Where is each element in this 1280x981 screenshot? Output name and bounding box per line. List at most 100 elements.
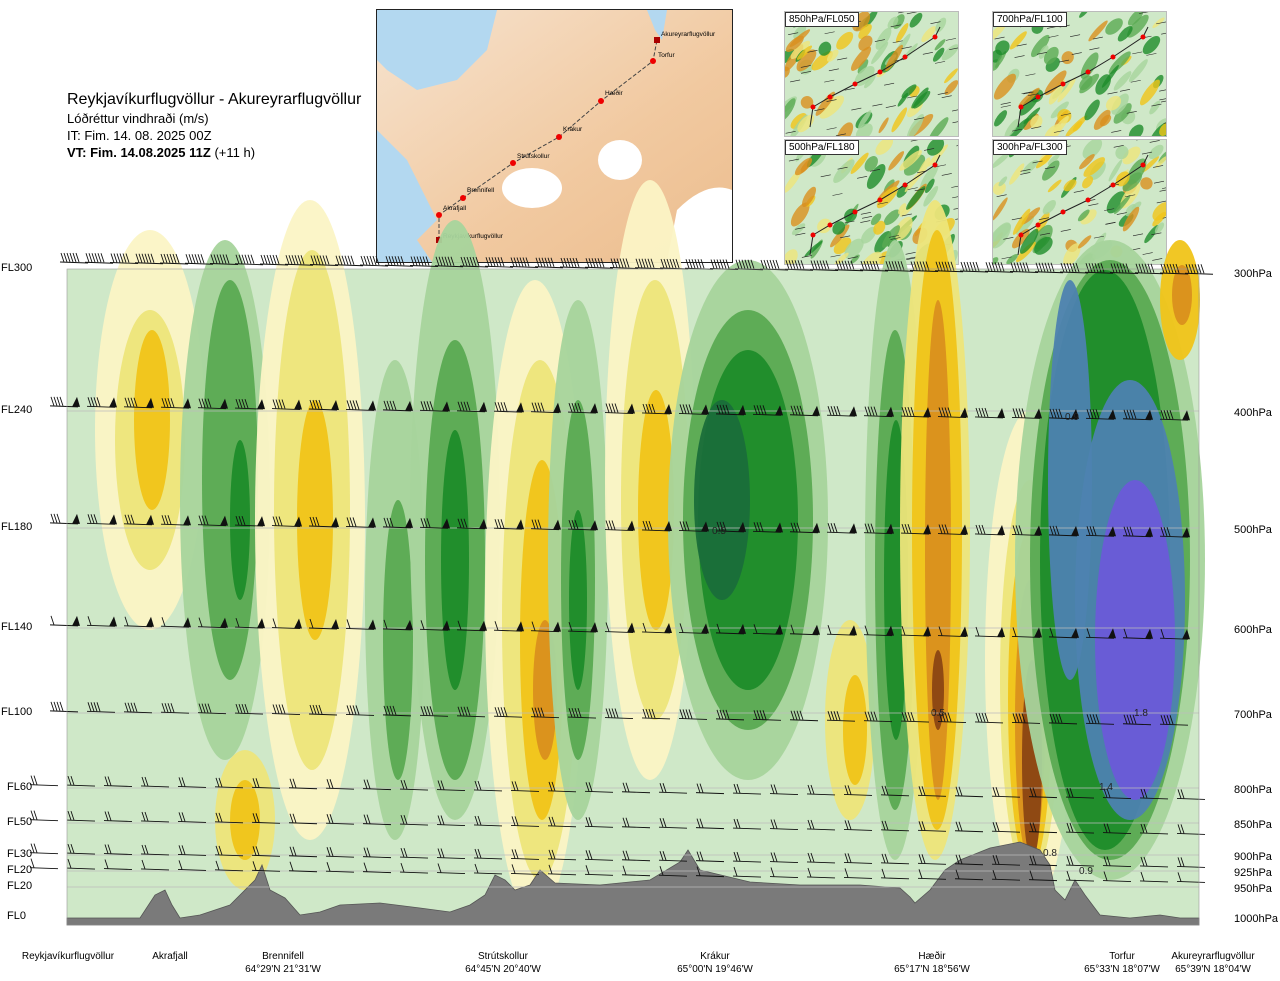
mini-map-contour <box>833 159 855 183</box>
wind-barb-staff <box>1159 272 1189 275</box>
wind-barb-staff <box>234 263 264 266</box>
wind-barb-feather <box>167 515 172 525</box>
wind-barb-feather <box>88 253 93 263</box>
wind-barb-feather <box>494 707 499 717</box>
wind-barb-staff <box>103 785 133 787</box>
wind-barb-feather <box>59 701 64 712</box>
wind-barb-feather <box>694 259 699 269</box>
mini-map-barb <box>892 40 903 44</box>
wind-barb-feather <box>1032 822 1037 832</box>
wind-barb-pennant <box>146 397 154 408</box>
wind-barb-feather <box>1160 410 1165 420</box>
wind-barb-feather <box>215 812 220 823</box>
wind-barb-staff <box>345 713 375 716</box>
wind-barb-feather <box>1150 263 1155 273</box>
wind-barb-feather <box>944 407 949 417</box>
mini-map-contour <box>932 47 945 62</box>
wind-barb-feather <box>1180 857 1185 867</box>
wind-barb-feather <box>537 519 542 529</box>
mini-map-contour <box>1012 208 1031 235</box>
wind-barb-feather <box>881 853 886 863</box>
wind-barb-feather <box>1126 526 1131 536</box>
wind-barb-feather <box>799 710 804 720</box>
wind-barb-feather <box>1123 526 1128 536</box>
wind-barb-staff <box>843 861 873 864</box>
value-annotation: 1.4 <box>1099 782 1113 793</box>
wind-barb-feather <box>438 256 443 266</box>
level-label-fl: FL0 <box>7 910 26 922</box>
wind-barb-feather <box>901 625 906 636</box>
wind-barb-feather <box>725 404 730 415</box>
wind-barb-feather <box>426 706 431 716</box>
wind-barb-feather <box>278 704 283 714</box>
wind-barb-feather <box>447 256 452 266</box>
wind-barb-feather <box>1055 525 1060 536</box>
wind-barb-pennant <box>960 407 968 418</box>
field-contour <box>1172 265 1192 325</box>
wind-barb-feather <box>568 707 573 718</box>
wind-barb-staff <box>434 265 464 268</box>
wind-barb-feather <box>759 710 764 720</box>
wind-barb-feather <box>985 262 990 272</box>
wind-barb-staff <box>510 857 540 860</box>
wind-barb-staff <box>534 266 564 269</box>
mini-map-barb <box>888 235 900 238</box>
mini-map-contour <box>993 151 1011 169</box>
mini-map-barb <box>1152 258 1163 261</box>
mini-map-850[interactable]: 850hPa/FL050 <box>784 11 959 137</box>
mini-map-contour <box>785 169 802 193</box>
wind-barb-feather <box>904 711 909 722</box>
wind-barb-feather <box>872 260 877 271</box>
wind-barb-feather <box>540 402 545 412</box>
mini-map-contour <box>864 74 876 89</box>
wind-barb-pennant <box>886 406 894 417</box>
wind-barb-staff <box>1065 879 1095 882</box>
mini-map-contour <box>1019 228 1039 254</box>
wind-barb-feather <box>648 708 653 719</box>
mini-map-barb <box>1153 180 1165 184</box>
wind-barb-feather <box>773 852 778 862</box>
wind-barb-staff <box>140 853 170 856</box>
wind-barb-feather <box>635 258 640 268</box>
wind-barb-feather <box>1072 262 1077 273</box>
mini-map-barb <box>1163 122 1166 124</box>
wind-barb-feather <box>1103 856 1108 866</box>
route-overview-map: Akureyrarflugvöllur Torfur Hæðir Krákur … <box>376 9 733 263</box>
mini-map-contour <box>934 39 946 51</box>
wind-barb-staff <box>160 711 190 714</box>
wind-barb-feather <box>1116 263 1121 273</box>
wind-barb-feather <box>341 255 346 265</box>
wind-barb-feather <box>181 777 186 787</box>
mini-map-contour <box>993 257 999 264</box>
wind-barb-feather <box>50 396 55 407</box>
mini-map-700[interactable]: 700hPa/FL100 <box>992 11 1167 137</box>
field-contour <box>843 675 867 785</box>
wind-barb-staff <box>214 786 244 789</box>
wind-barb-feather <box>577 402 582 413</box>
wind-barb-feather <box>56 701 61 712</box>
map-label-brennifell: Brennifell <box>467 187 495 194</box>
wind-barb-staff <box>547 825 577 828</box>
wind-barb-staff <box>399 856 429 859</box>
wind-barb-feather <box>1052 713 1057 724</box>
wind-barb-feather <box>50 701 55 712</box>
wind-barb-feather <box>571 707 576 718</box>
mini-map-barb <box>872 103 883 107</box>
wind-barb-feather <box>87 616 92 626</box>
wind-barb-feather <box>1049 627 1054 638</box>
wind-barb-staff <box>641 717 671 720</box>
mini-map-contour <box>854 65 875 87</box>
wind-barb-feather <box>1092 526 1097 536</box>
wind-barb-feather <box>420 706 425 716</box>
mini-map-barb <box>1159 89 1166 92</box>
wind-barb-feather <box>722 521 727 532</box>
mini-map-barb <box>884 82 895 86</box>
wind-barb-feather <box>107 844 112 854</box>
mini-map-contour <box>895 23 909 43</box>
wind-barb-staff <box>177 853 207 856</box>
wind-barb-staff <box>937 721 967 723</box>
mini-map-contour <box>898 203 907 215</box>
mini-map-waypoint <box>852 209 858 215</box>
wind-barb-feather <box>363 862 368 872</box>
wind-barb-feather <box>460 518 465 528</box>
